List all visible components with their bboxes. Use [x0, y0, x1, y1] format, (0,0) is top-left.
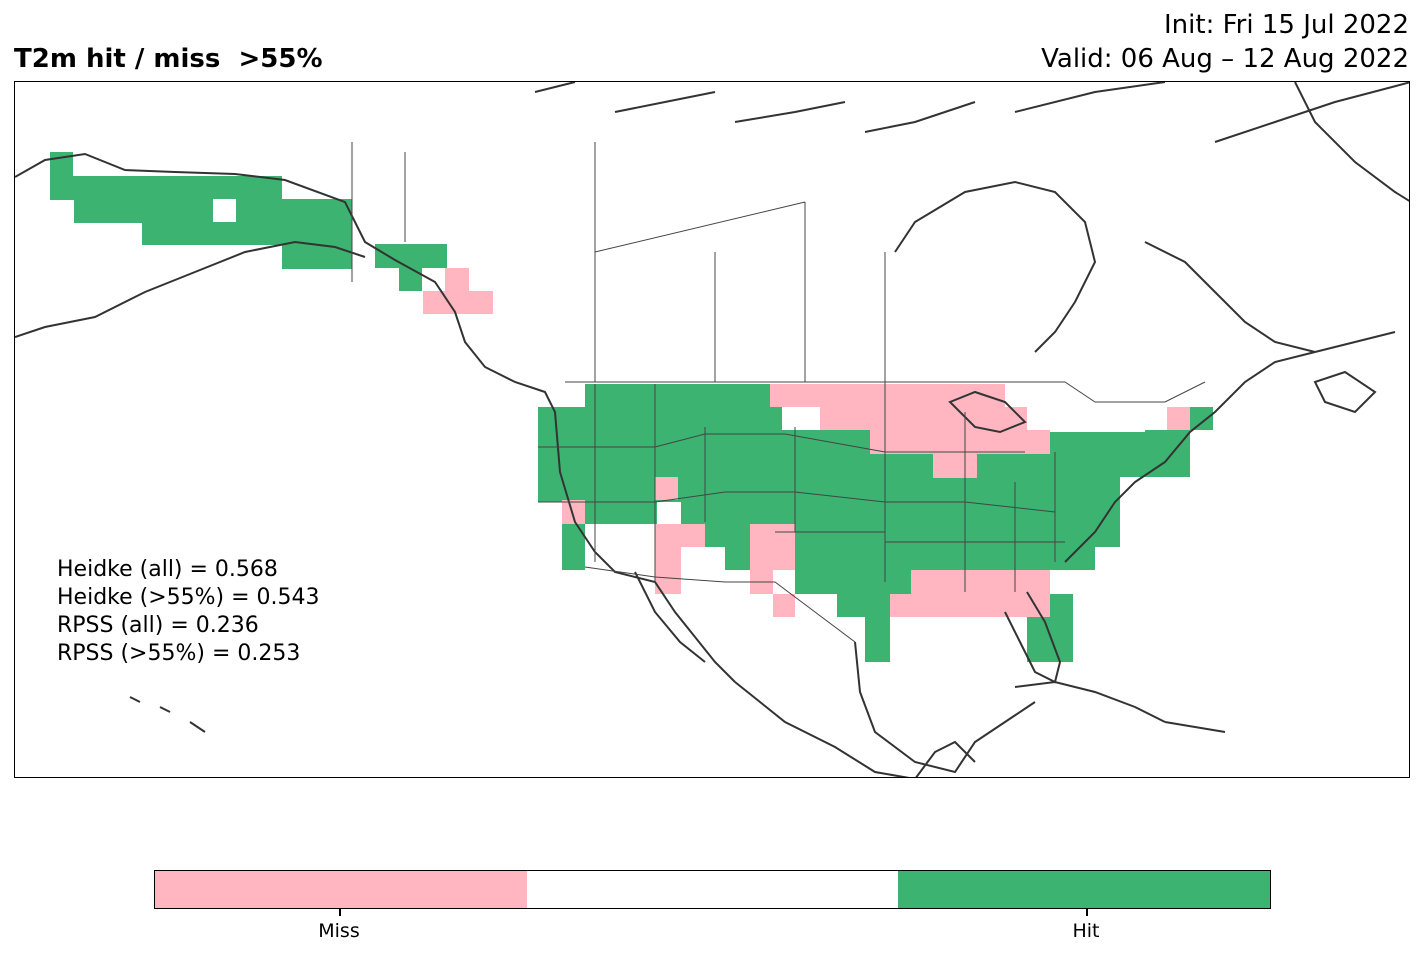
valid-range: Valid: 06 Aug – 12 Aug 2022: [1041, 44, 1409, 74]
neutral-swatch: [526, 871, 899, 908]
coast-gulf: [854, 641, 1036, 774]
coast-central-america: [915, 740, 976, 777]
rpss-all-score: RPSS (all) = 0.236: [57, 613, 259, 638]
coast-alaska: [15, 152, 736, 683]
border-us-canada: [565, 381, 1206, 403]
miss-cell-gulf: [890, 570, 1050, 617]
init-date: Init: Fri 15 Jul 2022: [1164, 10, 1409, 40]
miss-tick: [339, 909, 341, 916]
coastlines: [15, 82, 1409, 777]
coast-mexico: [734, 681, 910, 777]
legend-label-miss: Miss: [318, 920, 360, 942]
legend-label-hit: Hit: [1072, 920, 1100, 942]
miss-cell-nm: [750, 524, 795, 570]
border-provinces: [404, 142, 886, 382]
rpss-above55-score: RPSS (>55%) = 0.253: [57, 641, 301, 666]
map-panel: [14, 81, 1410, 778]
miss-cell-ne: [1167, 407, 1190, 430]
miss-cell-bc: [423, 268, 493, 314]
hit-cell-alaska: [50, 152, 352, 269]
hit-cell-bc: [375, 244, 447, 291]
miss-swatch: [155, 871, 527, 908]
coast-cuba: [1014, 680, 1166, 723]
coast-labrador: [1144, 241, 1316, 353]
legend-colorbar: [154, 870, 1271, 909]
north-america-map: [15, 82, 1409, 777]
coast-alaska-south: [15, 240, 366, 338]
coast-hudson-bay: [894, 180, 1097, 353]
hit-swatch: [898, 871, 1271, 908]
political-borders: [351, 142, 1206, 643]
skill-scores: Heidke (all) = 0.568 Heidke (>55%) = 0.5…: [57, 556, 320, 668]
map-title: T2m hit / miss >55%: [14, 44, 323, 74]
hit-tick: [1086, 909, 1088, 916]
miss-cell-az: [655, 477, 678, 500]
coast-newfoundland: [1313, 370, 1377, 414]
hit-cell-alaska-gap: [213, 199, 236, 222]
heidke-above55-score: Heidke (>55%) = 0.543: [57, 585, 320, 610]
forecast-grid: [50, 152, 1213, 662]
coast-hawaii: [129, 696, 206, 733]
heidke-all-score: Heidke (all) = 0.568: [57, 557, 278, 582]
coast-greenland: [1294, 82, 1409, 202]
miss-cell-southwest: [655, 524, 773, 594]
coast-great-lakes: [948, 390, 1027, 434]
miss-cell-tx: [773, 594, 795, 617]
coast-east: [1064, 331, 1396, 563]
coast-baja: [634, 571, 706, 663]
coast-hispaniola: [1164, 721, 1226, 733]
coast-arctic: [534, 82, 1409, 143]
border-states: [538, 382, 1065, 592]
miss-cell-ca: [562, 500, 585, 524]
border-us-mexico: [584, 566, 856, 643]
miss-cell-north-central: [770, 384, 1050, 478]
